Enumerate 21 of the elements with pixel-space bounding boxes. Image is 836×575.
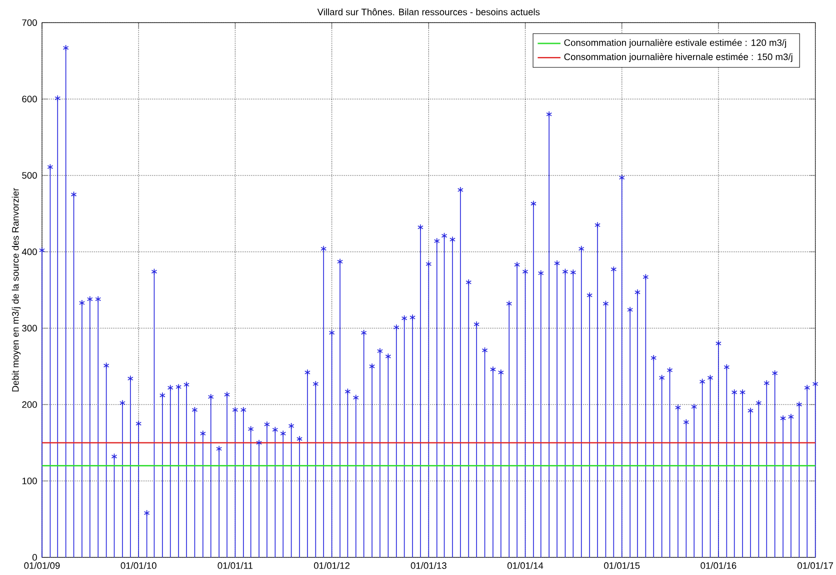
x-tick-label: 01/01/12 <box>314 562 350 570</box>
y-axis-title: Debit moyen en m3/j de la source des Ranvorzier <box>12 188 21 392</box>
y-tick-label: 600 <box>22 96 37 103</box>
y-tick-label: 100 <box>22 478 37 484</box>
x-tick-label: 01/01/15 <box>604 562 640 570</box>
x-tick-label: 01/01/16 <box>700 562 736 570</box>
x-tick-label: 01/01/09 <box>24 562 60 570</box>
y-tick-label: 300 <box>22 325 37 332</box>
chart-title: Villard sur Thônes. Bilan ressources - besoins actuels <box>317 8 540 16</box>
legend-label: Consommation journalière estivale estimée : 120 m3/j <box>564 39 786 48</box>
x-tick-label: 01/01/14 <box>507 562 544 570</box>
x-tick-label: 01/01/13 <box>410 562 446 570</box>
x-tick-label: 01/01/11 <box>218 562 253 570</box>
y-tick-label: 200 <box>22 401 37 408</box>
y-tick-label: 400 <box>22 248 37 256</box>
y-tick-label: 700 <box>22 20 37 26</box>
x-tick-label: 01/01/10 <box>120 562 156 570</box>
y-tick-label: 0 <box>32 554 37 561</box>
x-tick-label: 01/01/17 <box>798 562 834 570</box>
legend-label: Consommation journalière hivernale estimée : 150 m3/j <box>564 53 792 62</box>
y-tick-label: 500 <box>22 172 37 179</box>
